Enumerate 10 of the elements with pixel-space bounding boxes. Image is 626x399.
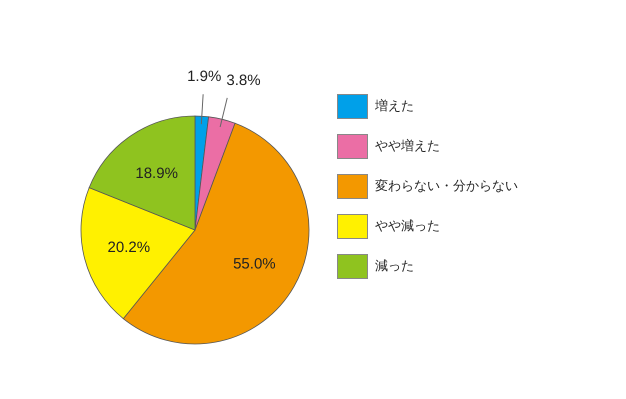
legend-label: やや減った	[375, 218, 440, 235]
data-label: 55.0%	[233, 255, 276, 272]
data-label: 1.9%	[187, 68, 222, 85]
legend-label: やや増えた	[375, 138, 440, 155]
legend-label: 減った	[375, 258, 414, 275]
data-label: 20.2%	[108, 238, 150, 256]
data-label: 3.8%	[226, 72, 261, 89]
legend-label: 増えた	[375, 98, 414, 115]
data-label: 18.9%	[135, 164, 178, 182]
legend-label: 変わらない・分からない	[375, 178, 518, 195]
